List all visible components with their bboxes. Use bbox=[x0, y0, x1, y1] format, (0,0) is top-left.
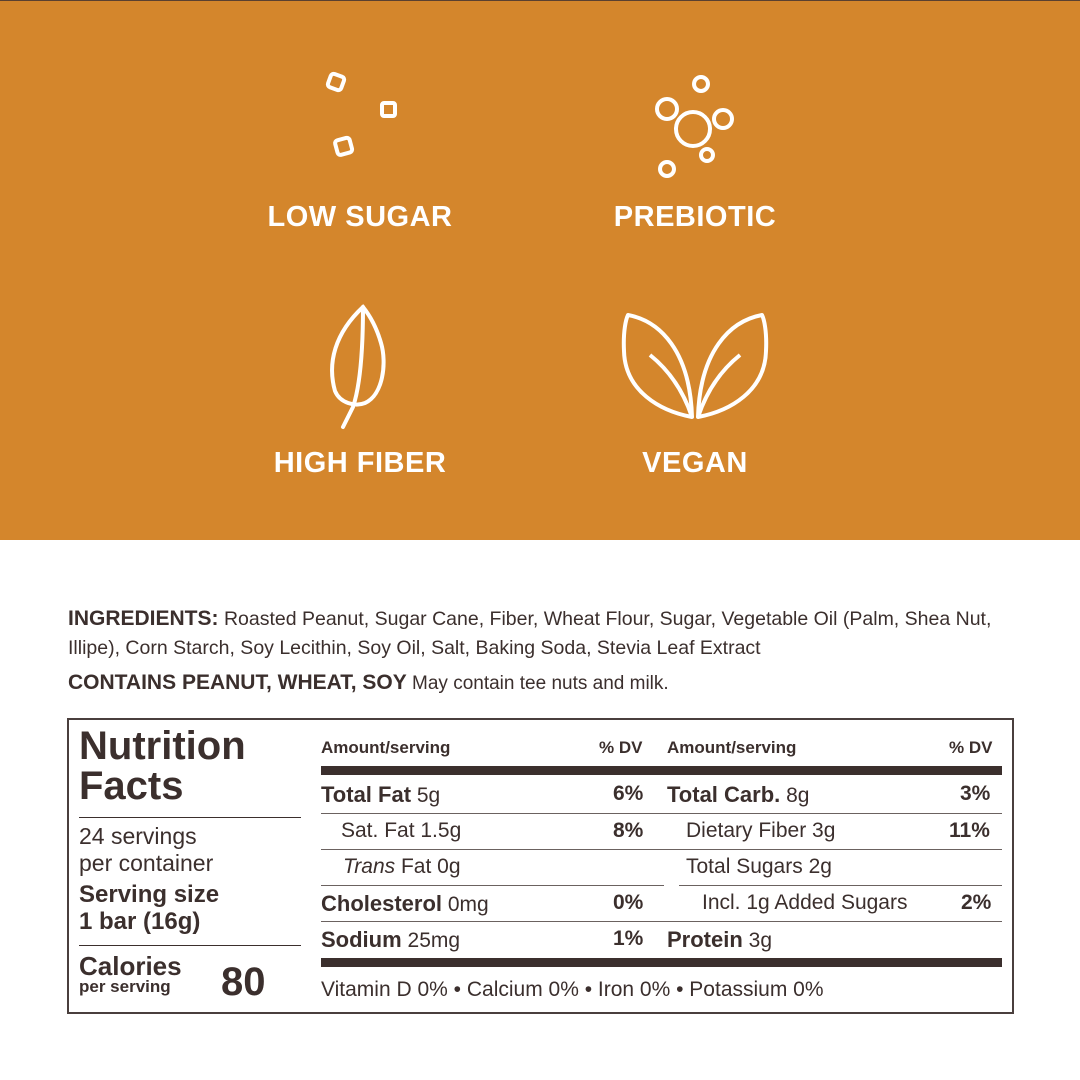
serving-size: Serving size 1 bar (16g) bbox=[79, 881, 220, 935]
dv-value: 11% bbox=[949, 819, 990, 842]
ingredients-text: Roasted Peanut, Sugar Cane, Fiber, Wheat… bbox=[68, 608, 992, 659]
thick-divider bbox=[321, 766, 1002, 775]
calories-label: Calories per serving bbox=[79, 951, 182, 996]
nutrient-row: Protein 3g bbox=[667, 927, 772, 952]
feature-prebiotic: PREBIOTIC bbox=[545, 1, 845, 261]
dv-value: 0% bbox=[613, 891, 644, 914]
dv-value: 8% bbox=[613, 819, 644, 842]
thick-divider bbox=[321, 958, 1002, 967]
vitamins-minerals: Vitamin D 0% • Calcium 0% • Iron 0% • Po… bbox=[321, 978, 824, 1001]
nutrient-row: Sat. Fat 1.5g bbox=[341, 819, 462, 842]
nutrient-row: Trans Fat 0g bbox=[343, 855, 461, 878]
contains-allergens: CONTAINS PEANUT, WHEAT, SOY bbox=[68, 671, 407, 694]
dv-value: 1% bbox=[613, 927, 644, 950]
amount-header: Amount/serving bbox=[667, 738, 797, 757]
benefits-banner: LOW SUGAR PREBIOTIC HIGH FIBER VEGAN bbox=[0, 0, 1080, 540]
feature-vegan: VEGAN bbox=[545, 1, 845, 501]
ingredients: INGREDIENTS: Roasted Peanut, Sugar Cane,… bbox=[68, 604, 1028, 663]
allergen-statement: CONTAINS PEANUT, WHEAT, SOY May contain … bbox=[68, 671, 669, 695]
feature-high-fiber: HIGH FIBER bbox=[210, 1, 510, 501]
dv-value: 3% bbox=[960, 782, 991, 805]
dv-value: 6% bbox=[613, 782, 644, 805]
dv-header: % DV bbox=[949, 738, 993, 757]
feature-label: HIGH FIBER bbox=[273, 447, 447, 479]
nutrient-row: Sodium 25mg bbox=[321, 927, 461, 952]
feature-label: PREBIOTIC bbox=[613, 201, 777, 233]
feature-label: LOW SUGAR bbox=[267, 201, 453, 233]
dv-header: % DV bbox=[599, 738, 643, 757]
servings-per-container: 24 servings per container bbox=[79, 823, 214, 876]
nutrient-row: Total Fat 5g bbox=[321, 782, 441, 807]
nutrient-row: Total Carb. 8g bbox=[667, 782, 810, 807]
nutrient-row: Incl. 1g Added Sugars bbox=[702, 891, 908, 914]
calories-value: 80 bbox=[221, 960, 266, 1004]
dv-value: 2% bbox=[961, 891, 992, 914]
bubbles-icon bbox=[655, 75, 734, 178]
may-contain: May contain tee nuts and milk. bbox=[412, 673, 669, 694]
sugar-cubes-icon bbox=[325, 71, 397, 157]
feature-low-sugar: LOW SUGAR bbox=[210, 1, 510, 261]
feature-label: VEGAN bbox=[642, 447, 748, 479]
nutrient-row: Dietary Fiber 3g bbox=[686, 819, 836, 842]
leaf-icon bbox=[330, 304, 386, 429]
nutrition-title: Nutrition Facts bbox=[79, 724, 246, 808]
nutrient-row: Cholesterol 0mg bbox=[321, 891, 489, 916]
nutrition-facts-panel: Nutrition Facts 24 servings per container … bbox=[67, 718, 1014, 1014]
amount-header: Amount/serving bbox=[321, 738, 451, 757]
two-leaves-icon bbox=[621, 313, 769, 419]
nutrient-row: Total Sugars 2g bbox=[686, 855, 832, 878]
ingredients-heading: INGREDIENTS: bbox=[68, 607, 219, 630]
